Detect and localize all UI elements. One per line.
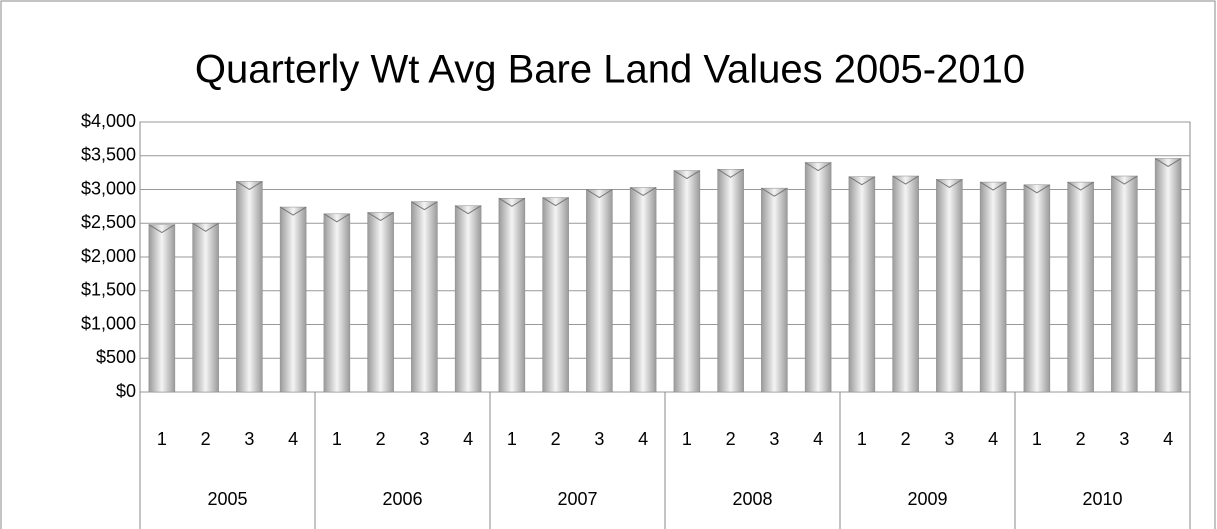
x-tick-label: 4 bbox=[288, 429, 298, 449]
bar-cap bbox=[979, 181, 1007, 191]
bar-cap bbox=[236, 180, 263, 190]
bar bbox=[542, 197, 569, 393]
bar bbox=[1067, 181, 1094, 393]
bar bbox=[936, 179, 963, 393]
y-tick-label: $1,500 bbox=[81, 280, 136, 300]
y-tick-label: $3,500 bbox=[81, 145, 136, 165]
x-tick-label: 1 bbox=[857, 429, 867, 449]
chart-title: Quarterly Wt Avg Bare Land Values 2005-2… bbox=[195, 48, 1025, 92]
bar bbox=[717, 169, 744, 393]
bar-cap bbox=[804, 162, 832, 172]
y-tick-label: $2,500 bbox=[81, 212, 136, 232]
x-tick-label: 3 bbox=[769, 429, 779, 449]
bar bbox=[979, 181, 1007, 393]
x-tick-label: 2 bbox=[726, 429, 736, 449]
bar-cap bbox=[454, 205, 482, 215]
bar-cap bbox=[148, 224, 176, 234]
bar bbox=[279, 206, 307, 393]
x-tick-label: 1 bbox=[507, 429, 517, 449]
x-tick-label: 1 bbox=[157, 429, 167, 449]
x-tick-label: 4 bbox=[1163, 429, 1173, 449]
y-tick-label: $4,000 bbox=[81, 111, 136, 131]
bar bbox=[761, 187, 788, 393]
bar-cap bbox=[892, 175, 919, 185]
x-tick-label: 4 bbox=[463, 429, 473, 449]
x-tick-label: 1 bbox=[332, 429, 342, 449]
x-group-label: 2009 bbox=[907, 489, 947, 509]
x-tick-label: 1 bbox=[1032, 429, 1042, 449]
bar bbox=[673, 170, 701, 393]
x-tick-label: 4 bbox=[638, 429, 648, 449]
x-tick-label: 2 bbox=[551, 429, 561, 449]
bar bbox=[848, 176, 876, 393]
bar bbox=[804, 162, 832, 393]
x-tick-label: 3 bbox=[244, 429, 254, 449]
bar-cap bbox=[629, 187, 657, 197]
x-tick-label: 3 bbox=[419, 429, 429, 449]
bar bbox=[192, 223, 219, 393]
x-tick-label: 2 bbox=[1076, 429, 1086, 449]
bar bbox=[148, 224, 176, 393]
x-group-label: 2008 bbox=[732, 489, 772, 509]
y-tick-label: $3,000 bbox=[81, 178, 136, 198]
x-tick-label: 2 bbox=[376, 429, 386, 449]
bar bbox=[1154, 158, 1182, 393]
bar-cap bbox=[367, 212, 394, 222]
bar bbox=[629, 187, 657, 393]
x-group-label: 2010 bbox=[1082, 489, 1122, 509]
bar-cap bbox=[323, 213, 351, 223]
x-tick-label: 4 bbox=[813, 429, 823, 449]
bar bbox=[498, 198, 526, 393]
x-tick-label: 3 bbox=[944, 429, 954, 449]
x-tick-label: 1 bbox=[682, 429, 692, 449]
bar-cap bbox=[1023, 184, 1051, 194]
bar-cap bbox=[192, 222, 219, 232]
bar-cap bbox=[586, 189, 613, 199]
bar-cap bbox=[717, 168, 744, 178]
y-tick-label: $0 bbox=[116, 381, 136, 401]
bar bbox=[1111, 175, 1138, 393]
bar bbox=[1023, 184, 1051, 393]
bar-cap bbox=[1111, 175, 1138, 185]
bar bbox=[586, 189, 613, 393]
bar-cap bbox=[498, 197, 526, 207]
bar-cap bbox=[1154, 158, 1182, 168]
bar bbox=[892, 175, 919, 393]
y-tick-label: $500 bbox=[96, 347, 136, 367]
bar bbox=[411, 201, 438, 393]
bar bbox=[236, 181, 263, 393]
bar-cap bbox=[542, 197, 569, 207]
x-tick-label: 2 bbox=[901, 429, 911, 449]
bar bbox=[454, 205, 482, 393]
bar-cap bbox=[848, 176, 876, 186]
x-group-label: 2007 bbox=[557, 489, 597, 509]
bar-cap bbox=[761, 187, 788, 197]
bar bbox=[323, 213, 351, 393]
x-tick-label: 3 bbox=[594, 429, 604, 449]
x-group-label: 2005 bbox=[207, 489, 247, 509]
bar-cap bbox=[936, 178, 963, 188]
y-tick-label: $1,000 bbox=[81, 313, 136, 333]
bar-cap bbox=[411, 201, 438, 211]
x-group-label: 2006 bbox=[382, 489, 422, 509]
x-tick-label: 3 bbox=[1119, 429, 1129, 449]
bar-cap bbox=[1067, 181, 1094, 191]
bar-cap bbox=[279, 206, 307, 216]
y-tick-label: $2,000 bbox=[81, 246, 136, 266]
bar-cap bbox=[673, 170, 701, 180]
x-tick-label: 4 bbox=[988, 429, 998, 449]
x-tick-label: 2 bbox=[201, 429, 211, 449]
bar bbox=[367, 212, 394, 393]
